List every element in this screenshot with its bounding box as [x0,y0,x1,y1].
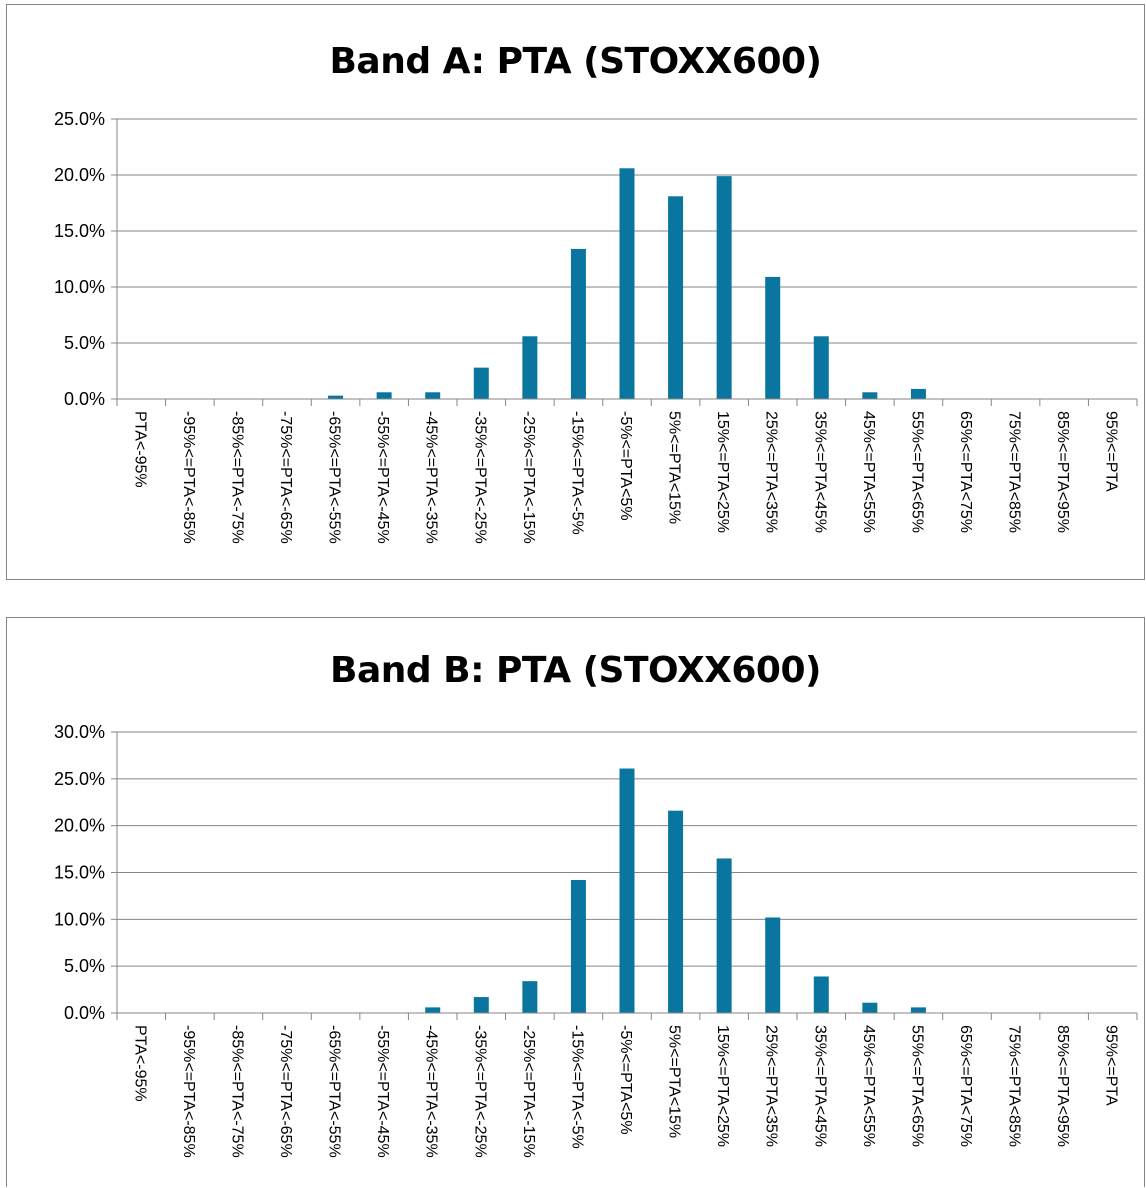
bar [473,997,489,1013]
chart-title: Band B: PTA (STOXX600) [330,650,821,691]
y-tick-label: 20.0% [54,165,105,185]
x-category-label: PTA<-95% [131,1025,148,1102]
x-category-label: -85%<=PTA<-75% [228,1025,245,1158]
bar [716,858,732,1013]
bar [328,395,344,399]
x-category-label: -85%<=PTA<-75% [228,411,245,544]
x-category-label: 95%<=PTA [1103,1025,1120,1106]
x-category-label: -15%<=PTA<-5% [568,411,585,535]
bar-chart-band-a: 0.0% 5.0% 10.0% 15.0% 20.0% 25.0% PTA<-95% -95%… [54,109,1138,544]
y-tick-label: 5.0% [64,333,105,353]
bar [425,1007,441,1013]
y-tick-label: 5.0% [64,956,105,976]
x-category-label: -95%<=PTA<-85% [180,411,197,544]
y-tick-label: 25.0% [54,109,105,129]
x-category-label: 85%<=PTA<95% [1054,1025,1071,1147]
x-category-label: -65%<=PTA<-55% [326,1025,343,1158]
x-category-label: 45%<=PTA<55% [860,1025,877,1147]
x-category-label: 45%<=PTA<55% [860,411,877,533]
x-category-label: -45%<=PTA<-35% [423,1025,440,1158]
bar [716,176,732,399]
x-category-label: PTA<-95% [131,411,148,488]
bar [910,1007,926,1013]
chart-title: Band A: PTA (STOXX600) [329,41,822,82]
x-category-label: 95%<=PTA [1103,411,1120,492]
bar [813,976,829,1013]
x-category-label: -15%<=PTA<-5% [568,1025,585,1149]
bar [570,248,586,399]
y-tick-label: 25.0% [54,769,105,789]
x-category-label: 25%<=PTA<35% [763,411,780,533]
bar [765,917,781,1013]
x-category-label: 15%<=PTA<25% [714,1025,731,1147]
x-category-label: -75%<=PTA<-65% [277,1025,294,1158]
x-category-label: 75%<=PTA<85% [1006,411,1023,533]
x-category-label: 35%<=PTA<45% [811,411,828,533]
x-category-label: -45%<=PTA<-35% [423,411,440,544]
x-category-label: 35%<=PTA<45% [811,1025,828,1147]
x-category-label: 85%<=PTA<95% [1054,411,1071,533]
x-category-label: -75%<=PTA<-65% [277,411,294,544]
chart-panel-band-b: Band B: PTA (STOXX600) 0.0% 5.0% 10.0% 15.0… [6,617,1145,1187]
bar [425,392,441,399]
bar [570,879,586,1013]
x-category-label: 15%<=PTA<25% [714,411,731,533]
x-category-label: 55%<=PTA<65% [908,1025,925,1147]
bar [862,1002,878,1013]
x-category-label: -25%<=PTA<-15% [520,411,537,544]
bar [522,336,538,399]
y-tick-label: 20.0% [54,816,105,836]
y-tick-label: 10.0% [54,277,105,297]
bar [619,168,635,399]
x-category-label: -25%<=PTA<-15% [520,1025,537,1158]
x-category-label: 65%<=PTA<75% [957,1025,974,1147]
x-category-label: -35%<=PTA<-25% [471,1025,488,1158]
x-category-label: 55%<=PTA<65% [908,411,925,533]
bar [765,276,781,399]
y-tick-label: 0.0% [64,1003,105,1023]
x-category-label: -65%<=PTA<-55% [326,411,343,544]
x-category-label: 5%<=PTA<15% [666,1025,683,1138]
x-category-label: 5%<=PTA<15% [666,411,683,524]
x-category-label: 75%<=PTA<85% [1006,1025,1023,1147]
bar [668,196,684,399]
bar [522,981,538,1013]
y-tick-label: 15.0% [54,221,105,241]
x-category-label: -5%<=PTA<5% [617,1025,634,1135]
y-tick-label: 0.0% [64,389,105,409]
chart-panel-band-a: Band A: PTA (STOXX600) 0.0% 5.0% 10.0% 15.0… [6,4,1145,580]
x-category-label: -5%<=PTA<5% [617,411,634,521]
bar [813,336,829,399]
bar [862,392,878,399]
x-category-label: 65%<=PTA<75% [957,411,974,533]
x-category-label: -55%<=PTA<-45% [374,1025,391,1158]
x-category-label: -55%<=PTA<-45% [374,411,391,544]
bar [376,392,392,399]
bar-chart-band-b: 0.0% 5.0% 10.0% 15.0% 20.0% 25.0% 30.0% PTA<-95… [54,722,1138,1158]
y-tick-label: 10.0% [54,909,105,929]
y-tick-label: 30.0% [54,722,105,742]
bar [910,388,926,399]
x-category-label: 25%<=PTA<35% [763,1025,780,1147]
x-category-label: -35%<=PTA<-25% [471,411,488,544]
bar [619,768,635,1013]
bar [473,367,489,399]
y-tick-label: 15.0% [54,863,105,883]
x-category-label: -95%<=PTA<-85% [180,1025,197,1158]
bar [668,810,684,1013]
